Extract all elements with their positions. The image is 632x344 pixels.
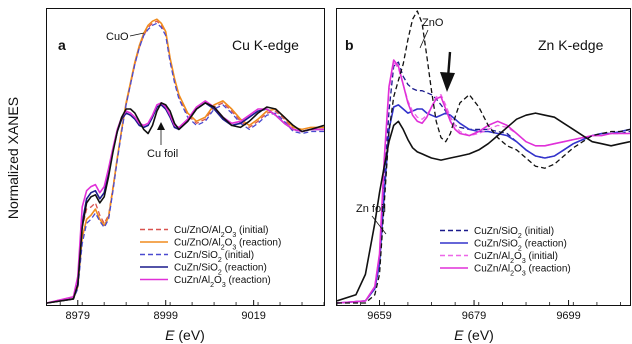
- panel-a-frame: [46, 8, 325, 306]
- legend-label: Cu/ZnO/Al2O3 (reaction): [174, 238, 281, 252]
- series-line-cuzn-al2o3-reaction: [337, 59, 630, 304]
- annotation-cu-foil: Cu foil: [147, 122, 178, 160]
- legend-label: Cu/ZnO/Al2O3 (initial): [174, 225, 269, 239]
- panel-b-x-label: E (eV): [454, 327, 494, 343]
- panel-a-x-ticks: 8979 8999 9019: [59, 300, 325, 322]
- panel-b-frame: [336, 8, 631, 306]
- x-tick-label: 9659: [367, 310, 391, 322]
- panel-b-legend: CuZn/SiO2 (initial)CuZn/SiO2 (reaction)C…: [440, 226, 571, 277]
- legend-item-cuzn-al2o3-reaction: CuZn/Al2O3 (reaction): [140, 275, 271, 289]
- legend-item-cu-zno-al2o3-initial: Cu/ZnO/Al2O3 (initial): [140, 225, 269, 239]
- panel-b-label: b: [345, 37, 354, 53]
- annotation-cuo-pointer: [129, 32, 145, 37]
- legend-item-cuzn-sio2-reaction: CuZn/SiO2 (reaction): [440, 239, 567, 253]
- x-tick-label: 9699: [556, 310, 580, 322]
- panel-a-legend: Cu/ZnO/Al2O3 (initial)Cu/ZnO/Al2O3 (reac…: [140, 225, 281, 289]
- legend-label: CuZn/Al2O3 (reaction): [174, 275, 271, 289]
- x-tick-label: 9679: [462, 310, 486, 322]
- annotation-zno-pointer: [419, 29, 429, 49]
- annotation-zn-foil: Zn foil: [356, 203, 387, 235]
- series-line-cu-zno-al2o3-reaction: [47, 18, 324, 304]
- y-axis-label: Normalized XANES: [5, 97, 21, 219]
- panel-b-series-lines: [337, 10, 630, 304]
- legend-label: CuZn/SiO2 (initial): [174, 250, 254, 264]
- panel-b-zn-k-edge: 9659 9679 9699 b Zn K-edge E (eV) ZnO Zn f…: [336, 8, 631, 343]
- legend-item-cuzn-sio2-initial: CuZn/SiO2 (initial): [140, 250, 254, 264]
- annotation-zno-text: ZnO: [422, 17, 444, 29]
- legend-label: CuZn/SiO2 (reaction): [174, 263, 267, 277]
- annotation-cu-foil-arrow-head: [157, 122, 165, 130]
- annotation-feature-arrow-head: [440, 72, 455, 92]
- annotation-zn-foil-text: Zn foil: [356, 203, 386, 215]
- annotation-cuo: CuO: [106, 31, 145, 43]
- annotation-cuo-text: CuO: [106, 31, 129, 43]
- legend-item-cu-zno-al2o3-reaction: Cu/ZnO/Al2O3 (reaction): [140, 238, 281, 252]
- panel-a-x-label: E (eV): [165, 327, 205, 343]
- series-line-cuzn-al2o3-reaction: [47, 100, 324, 304]
- panel-a-cu-k-edge: 8979 8999 9019 a Cu K-edge E (eV) CuO Cu f…: [46, 8, 325, 343]
- legend-label: CuZn/Al2O3 (initial): [474, 251, 558, 265]
- legend-item-cuzn-al2o3-initial: CuZn/Al2O3 (initial): [440, 251, 558, 265]
- series-line-cu-foil: [47, 102, 324, 304]
- legend-label: CuZn/SiO2 (reaction): [474, 239, 567, 253]
- x-tick-label: 8979: [66, 310, 90, 322]
- annotation-feature-arrow: [440, 51, 455, 92]
- panel-b-x-ticks: 9659 9679 9699: [336, 300, 621, 322]
- annotation-cu-foil-text: Cu foil: [147, 148, 178, 160]
- legend-item-cuzn-sio2-initial: CuZn/SiO2 (initial): [440, 226, 554, 240]
- x-tick-label: 9019: [241, 310, 265, 322]
- annotation-zn-foil-pointer: [371, 215, 387, 235]
- annotation-zno: ZnO: [419, 17, 444, 49]
- series-line-cuzn-sio2-initial: [47, 22, 324, 304]
- series-line-cu-zno-al2o3-initial: [47, 20, 324, 304]
- panel-a-label: a: [58, 37, 66, 53]
- legend-item-cuzn-sio2-reaction: CuZn/SiO2 (reaction): [140, 263, 267, 277]
- panel-a-title: Cu K-edge: [232, 37, 299, 53]
- panel-a-series-lines: [47, 18, 324, 304]
- series-line-zn-foil: [337, 112, 630, 302]
- legend-label: CuZn/Al2O3 (reaction): [474, 264, 571, 278]
- panel-b-title: Zn K-edge: [538, 37, 604, 53]
- legend-item-cuzn-al2o3-reaction: CuZn/Al2O3 (reaction): [440, 264, 571, 278]
- series-line-zno: [337, 10, 630, 304]
- x-tick-label: 8999: [153, 310, 177, 322]
- legend-label: CuZn/SiO2 (initial): [474, 226, 554, 240]
